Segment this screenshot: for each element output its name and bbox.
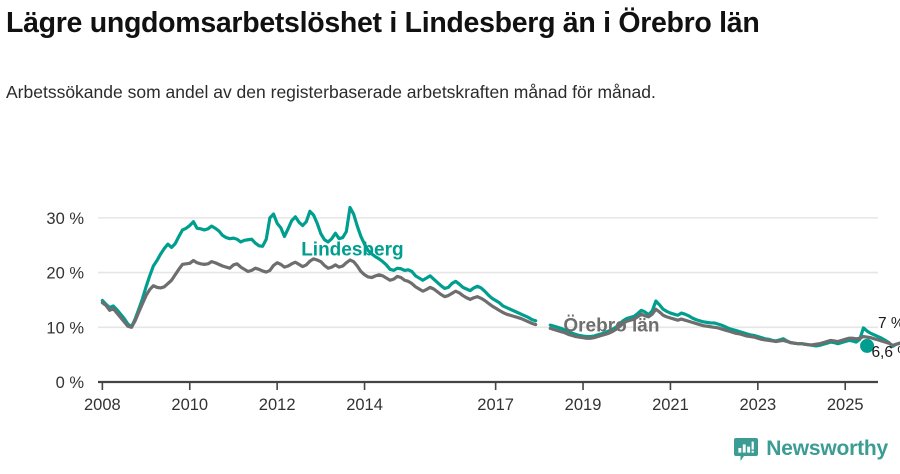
x-axis-tick-label: 2010 xyxy=(171,396,208,414)
lindesberg-end-value: 6,6 % xyxy=(871,344,900,361)
x-axis-tick-label: 2019 xyxy=(565,396,602,414)
x-axis-tick-label: 2021 xyxy=(652,396,689,414)
x-axis-tick-label: 2017 xyxy=(477,396,514,414)
y-axis-tick-label: 10 % xyxy=(46,319,84,337)
orebro-end-value: 7 % xyxy=(878,315,900,332)
page-subtitle: Arbetssökande som andel av den registerb… xyxy=(6,82,656,102)
logo-text: Newsworthy xyxy=(766,437,888,460)
x-axis-tick-label: 2012 xyxy=(259,396,296,414)
bar-chart-bubble-icon xyxy=(733,436,759,462)
newsworthy-logo: Newsworthy xyxy=(733,436,888,462)
x-axis-tick-label: 2025 xyxy=(827,396,864,414)
series-line-lindesberg xyxy=(100,205,900,349)
lindesberg-label: Lindesberg xyxy=(301,240,403,261)
x-axis-tick-label: 2014 xyxy=(346,396,383,414)
page-title: Lägre ungdomsarbetslöshet i Lindesberg ä… xyxy=(6,7,760,39)
series-end-marker xyxy=(860,338,875,353)
series-line--rebro-l-n xyxy=(100,257,900,347)
y-axis-tick-label: 30 % xyxy=(46,210,84,228)
orebro-label: Örebro län xyxy=(563,316,659,337)
y-axis-tick-label: 0 % xyxy=(56,374,85,392)
x-axis-tick-label: 2008 xyxy=(84,396,121,414)
y-axis-tick-label: 20 % xyxy=(46,265,84,283)
x-axis-tick-label: 2023 xyxy=(739,396,776,414)
